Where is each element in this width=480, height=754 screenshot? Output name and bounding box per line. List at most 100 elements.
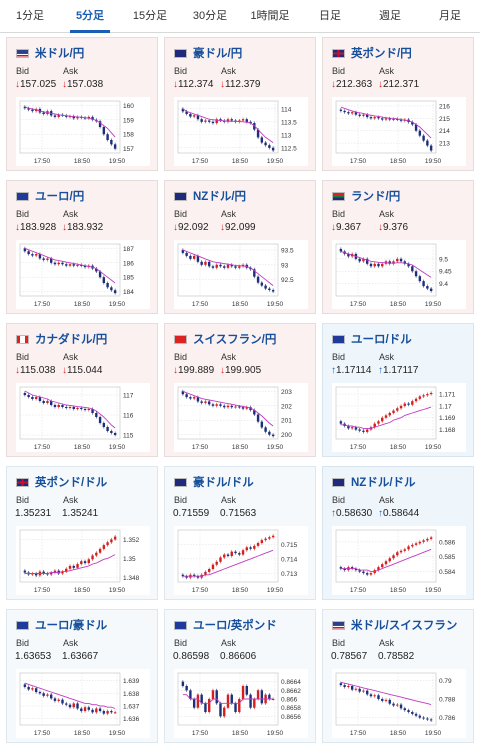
candle (245, 686, 249, 695)
bid-value: ↑1.17114 (331, 365, 371, 376)
rate-card[interactable]: スイスフラン/円 Bid Ask ↓199.889 ↓199.905 203 202 201 2… (164, 323, 316, 457)
y-tick-label: 185 (123, 275, 134, 282)
pair-title[interactable]: ユーロ/英ポンド (174, 617, 277, 633)
rate-card[interactable]: 米ドル/円 Bid Ask ↓157.025 ↓157.038 160 159 158 157 1… (6, 37, 158, 171)
candle (260, 421, 264, 428)
candle (110, 711, 113, 713)
pair-title[interactable]: 英ポンド/ドル (16, 474, 107, 490)
candle (80, 408, 83, 409)
candle (200, 401, 203, 403)
candle (354, 427, 358, 430)
candle (68, 116, 72, 118)
candle (76, 116, 79, 119)
candle (91, 409, 94, 413)
pair-title[interactable]: ユーロ/豪ドル (16, 617, 107, 633)
rate-card[interactable]: 英ポンド/円 Bid Ask ↓212.363 ↓212.371 216 215 214 213… (322, 37, 474, 171)
candle (350, 112, 354, 114)
candle (343, 568, 346, 571)
candle (215, 404, 218, 406)
candle (196, 255, 200, 262)
arrow-down-icon: ↓ (173, 222, 178, 233)
pair-title[interactable]: 英ポンド/円 (332, 45, 412, 61)
tab-0[interactable]: 1分足 (15, 10, 45, 22)
tab-1[interactable]: 5分足 (60, 0, 120, 33)
candle (271, 147, 275, 151)
rate-card[interactable]: ユーロ/豪ドル Bid Ask 1.63653 1.63667 1.639 1.638 1.6… (6, 609, 158, 743)
ask-value: ↓92.099 (220, 222, 256, 233)
ask-label: Ask (379, 209, 395, 219)
candle (350, 427, 354, 429)
ask-value: 1.63667 (62, 651, 98, 662)
ask-value-text: 199.905 (225, 365, 262, 376)
rate-card[interactable]: NZドル/円 Bid Ask ↓92.092 ↓92.099 93.5 93 92.5 17:5… (164, 180, 316, 314)
bid-label: Bid (174, 495, 188, 505)
candle (249, 121, 252, 124)
rate-card[interactable]: カナダドル/円 Bid Ask ↓115.038 ↓115.044 117 116 115 17… (6, 323, 158, 457)
pair-name: 豪ドル/ドル (193, 477, 254, 489)
y-tick-label: 114 (281, 106, 292, 113)
pair-title[interactable]: ユーロ/ドル (332, 331, 412, 347)
x-tick-label: 18:50 (390, 158, 407, 165)
candle (256, 414, 260, 422)
candle (396, 408, 399, 411)
pair-title[interactable]: 米ドル/スイスフラン (332, 617, 457, 633)
rate-card[interactable]: 英ポンド/ドル Bid Ask 1.35231 1.35241 1.352 1.35 1.34… (6, 466, 158, 600)
tab-4[interactable]: 1時間足 (250, 10, 290, 22)
pair-title[interactable]: ランド/円 (332, 188, 400, 204)
rate-card[interactable]: ユーロ/英ポンド Bid Ask 0.86598 0.86606 0.8664 0.8662… (164, 609, 316, 743)
pair-title[interactable]: NZドル/ドル (332, 474, 416, 490)
pair-title[interactable]: スイスフラン/円 (174, 331, 276, 347)
flag-nz-icon (174, 192, 187, 201)
tab-5[interactable]: 日足 (319, 10, 341, 22)
chart-background (16, 383, 150, 452)
rate-card[interactable]: ユーロ/ドル Bid Ask ↑1.17114 ↑1.17117 1.171 1.17 1.1… (322, 323, 474, 457)
rate-card[interactable]: ユーロ/円 Bid Ask ↓183.928 ↓183.932 187 186 185 184 1… (6, 180, 158, 314)
candlestick-chart: 0.79 0.788 0.786 17:50 18:50 19:50 (332, 669, 466, 738)
candle (42, 112, 45, 114)
ask-value-text: 0.71563 (220, 508, 257, 519)
chart-frame (335, 100, 437, 154)
chart-frame (19, 386, 121, 440)
tab-7[interactable]: 月足 (439, 10, 461, 22)
rate-card[interactable]: 豪ドル/ドル Bid Ask 0.71559 0.71563 0.715 0.714 0.71… (164, 466, 316, 600)
rate-card[interactable]: ランド/円 Bid Ask ↓9.367 ↓9.376 9.5 9.45 9.4 17:50 18… (322, 180, 474, 314)
rate-card[interactable]: NZドル/ドル Bid Ask ↑0.58630 ↑0.58644 0.586 0.585 0… (322, 466, 474, 600)
chart-background (332, 97, 466, 166)
pair-title[interactable]: NZドル/円 (174, 188, 246, 204)
pair-title[interactable]: カナダドル/円 (16, 331, 107, 347)
candle (185, 111, 188, 114)
y-tick-label: 113 (281, 132, 292, 139)
candlestick-chart: 216 215 214 213 17:50 18:50 19:50 (332, 97, 466, 166)
bid-value-text: 157.025 (20, 79, 57, 90)
x-tick-label: 19:50 (267, 444, 284, 451)
rate-card[interactable]: 米ドル/スイスフラン Bid Ask 0.78567 0.78582 0.79 0.788 0… (322, 609, 474, 743)
pair-title[interactable]: ユーロ/円 (16, 188, 84, 204)
candle (384, 699, 388, 701)
candle (106, 711, 109, 714)
rate-card[interactable]: 豪ドル/円 Bid Ask ↓112.374 ↓112.379 114 113.5 113 11… (164, 37, 316, 171)
tab-3[interactable]: 30分足 (192, 10, 228, 22)
y-tick-label: 0.714 (281, 556, 298, 563)
candlestick-chart: 117 116 115 17:50 18:50 19:50 (16, 383, 150, 452)
pair-title[interactable]: 米ドル/円 (16, 45, 84, 61)
pair-title[interactable]: 豪ドル/円 (174, 45, 242, 61)
x-tick-label: 18:50 (232, 444, 249, 451)
flag-eu-icon (16, 192, 29, 201)
chart-background (174, 97, 308, 166)
tab-2[interactable]: 15分足 (132, 10, 168, 22)
candle (407, 710, 410, 712)
candle (256, 129, 260, 138)
candle (200, 119, 203, 122)
y-tick-label: 216 (439, 103, 450, 110)
pair-name: ユーロ/円 (35, 191, 85, 203)
pair-title[interactable]: 豪ドル/ドル (174, 474, 254, 490)
ask-value: ↑1.17117 (378, 365, 418, 376)
candlestick-chart: 1.352 1.35 1.348 17:50 18:50 19:50 (16, 526, 150, 595)
candle (65, 115, 68, 117)
tab-6[interactable]: 週足 (379, 10, 401, 22)
arrow-down-icon: ↓ (15, 222, 20, 233)
candle (429, 288, 433, 292)
candle (422, 135, 425, 141)
y-tick-label: 113.5 (281, 119, 297, 126)
flag-us-icon (16, 49, 29, 58)
